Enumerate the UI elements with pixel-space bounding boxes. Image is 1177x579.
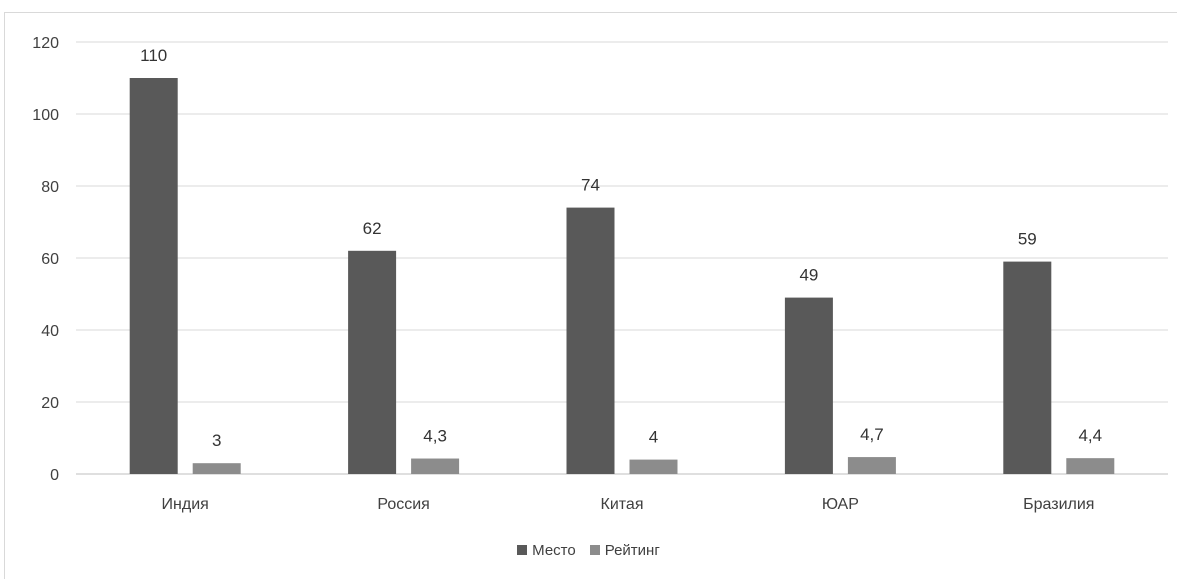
bar-mesto — [129, 78, 178, 474]
bar-reiting — [192, 463, 241, 474]
data-label: 4,4 — [1078, 426, 1102, 445]
y-tick-label: 100 — [32, 107, 59, 124]
x-axis-categories: Индия Россия Китая ЮАР Бразилия — [162, 496, 1095, 513]
y-tick-label: 60 — [41, 251, 59, 268]
y-tick-label: 20 — [41, 395, 59, 412]
bar-reiting — [847, 457, 896, 474]
data-label: 3 — [212, 431, 221, 450]
bar-mesto — [348, 250, 397, 474]
x-category-label: Россия — [377, 496, 429, 513]
bar-mesto — [566, 207, 615, 474]
chart-legend: Место Рейтинг — [0, 540, 1177, 560]
x-category-label: ЮАР — [822, 496, 859, 513]
legend-item: Рейтинг — [589, 541, 660, 559]
data-label: 62 — [363, 219, 382, 238]
data-label: 59 — [1018, 230, 1037, 249]
bar-reiting — [629, 459, 678, 474]
bar-reiting — [1066, 458, 1115, 474]
data-label: 49 — [799, 266, 818, 285]
x-category-label: Индия — [162, 496, 209, 513]
legend-swatch — [517, 545, 528, 555]
legend-item: Место — [517, 542, 576, 559]
data-labels: 110 3 62 4,3 74 4 49 4,7 59 4,4 — [140, 46, 1102, 450]
x-category-label: Китая — [601, 496, 644, 513]
data-label: 110 — [140, 46, 167, 65]
bar-mesto — [1003, 261, 1052, 474]
data-label: 4 — [649, 428, 658, 447]
legend-label: Рейтинг — [604, 541, 660, 559]
x-category-label: Бразилия — [1023, 496, 1094, 513]
y-tick-label: 40 — [41, 323, 59, 340]
bar-reiting — [411, 458, 460, 474]
y-tick-label: 80 — [41, 179, 59, 196]
data-label: 4,3 — [423, 427, 447, 446]
data-label: 4,7 — [860, 425, 884, 444]
y-tick-label: 120 — [32, 35, 59, 52]
bar-mesto — [784, 297, 833, 474]
bars — [129, 78, 1115, 474]
y-tick-label: 0 — [50, 467, 59, 484]
data-label: 74 — [581, 176, 600, 195]
chart-frame — [4, 12, 1177, 579]
legend-label: Место — [532, 541, 576, 559]
legend-swatch — [589, 545, 600, 555]
gridlines — [76, 41, 1168, 475]
y-axis-ticks: 0 20 40 60 80 100 120 — [32, 35, 59, 484]
